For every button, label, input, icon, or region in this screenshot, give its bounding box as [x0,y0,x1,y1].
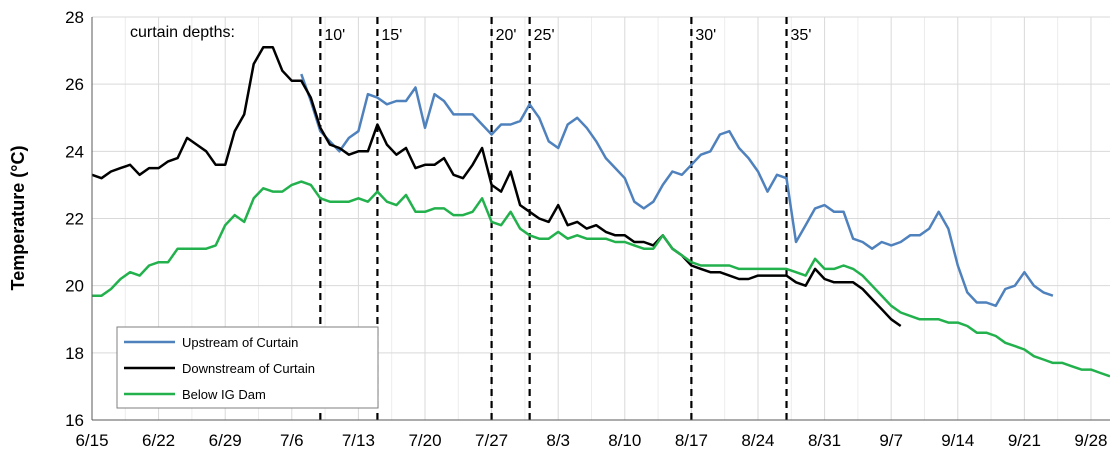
x-tick-label: 9/21 [1008,431,1041,450]
axes: 16 18 20 22 24 26 28 6/15 6/22 6/29 7/6 7/13 7/20 7/2… [65,8,1110,450]
x-tick-label: 8/3 [546,431,570,450]
x-tick-label: 8/17 [675,431,708,450]
x-tick-label: 7/13 [342,431,375,450]
x-tick-label: 8/10 [608,431,641,450]
curtain-depth-label: 25' [534,27,555,44]
series-lines [91,45,1110,378]
x-tick-label: 6/15 [75,431,108,450]
x-tick-label: 7/20 [408,431,441,450]
y-tick-label: 18 [65,344,84,363]
legend-entry: Downstream of Curtain [182,361,315,376]
y-tick-label: 22 [65,210,84,229]
series-line [91,45,902,328]
y-tick-label: 28 [65,8,84,27]
curtain-depth-label: 20' [496,27,517,44]
x-tick-label: 6/22 [142,431,175,450]
series-line [300,73,1054,308]
legend-entry: Below IG Dam [182,387,266,402]
x-tick-label: 8/31 [808,431,841,450]
y-tick-label: 24 [65,142,84,161]
y-tick-label: 26 [65,75,84,94]
legend: Upstream of Curtain Downstream of Curtain… [116,326,379,409]
y-tick-label: 16 [65,411,84,430]
x-tick-label: 6/29 [209,431,242,450]
x-tick-label: 9/28 [1074,431,1107,450]
curtain-depth-markers: 10' 15' 20' 25' 30' 35' [319,17,812,420]
y-axis-label: Temperature (°C) [8,146,28,291]
curtain-depth-label: 35' [791,27,812,44]
x-tick-label: 7/27 [475,431,508,450]
curtain-depths-label: curtain depths: [130,24,235,41]
curtain-depth-label: 10' [324,27,345,44]
x-tick-label: 9/14 [941,431,974,450]
y-tick-label: 20 [65,277,84,296]
curtain-depth-label: 30' [695,27,716,44]
series-line [92,180,1110,378]
x-tick-label: 9/7 [879,431,903,450]
legend-entry: Upstream of Curtain [182,335,298,350]
curtain-depth-label: 15' [381,27,402,44]
x-tick-label: 8/24 [741,431,774,450]
x-tick-label: 7/6 [280,431,304,450]
